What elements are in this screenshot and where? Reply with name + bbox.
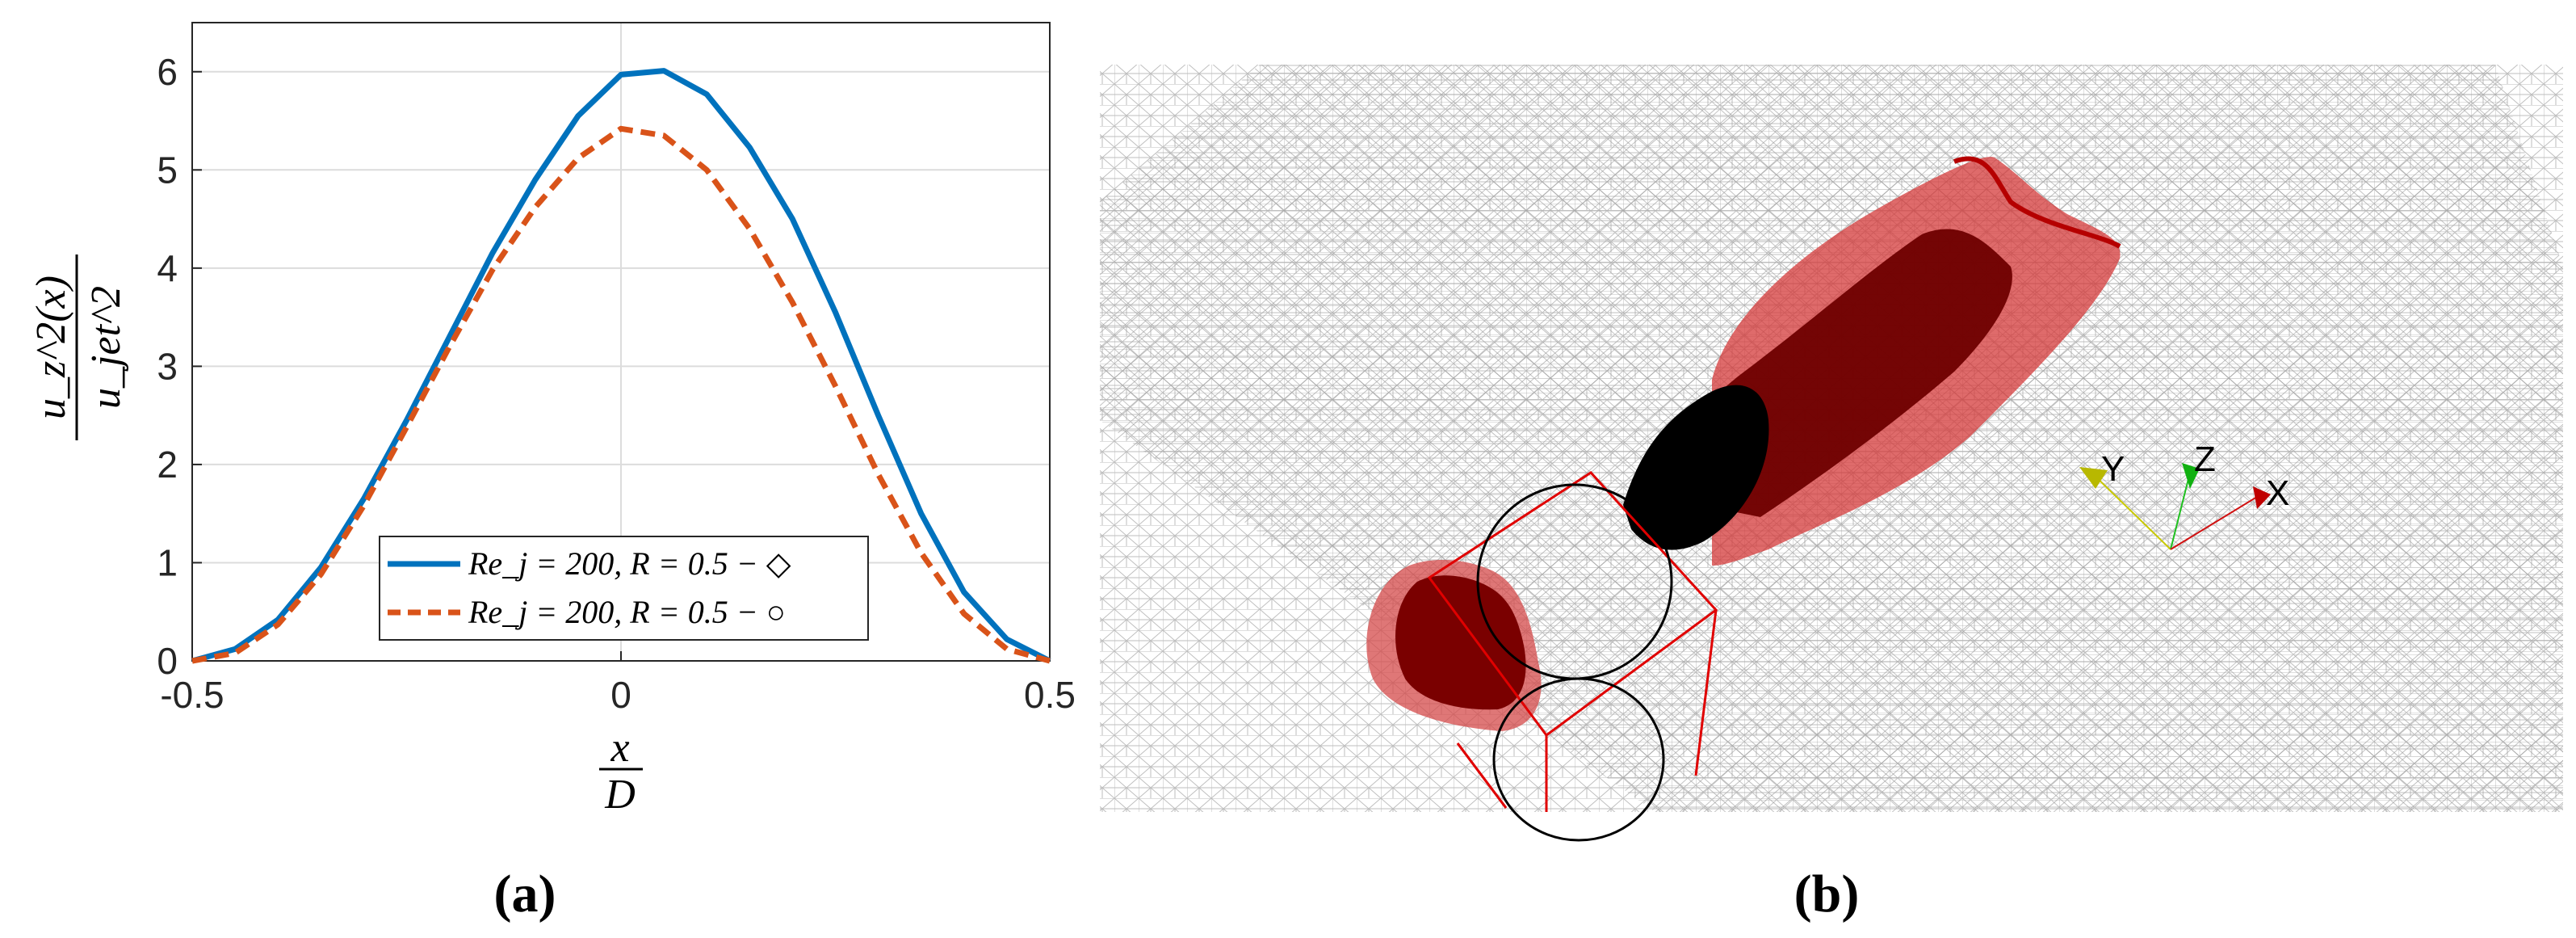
x-tick-label: 0.5 — [1024, 674, 1076, 716]
panel-b-label: (b) — [1794, 864, 1860, 923]
axis-y-label: Y — [2101, 449, 2125, 489]
x-label-numerator: x — [610, 725, 629, 771]
y-tick-labels: 0 1 2 3 4 5 6 — [157, 51, 178, 682]
x-axis-label: x D — [599, 725, 643, 818]
jet-rim — [1953, 156, 2121, 249]
series-group — [191, 68, 1051, 664]
x-tick-label: 0 — [610, 674, 631, 716]
box-edge-c — [1694, 609, 1718, 776]
axis-z-line — [2170, 472, 2191, 550]
y-tick-label: 5 — [157, 149, 178, 191]
y-tick-label: 0 — [157, 640, 178, 682]
legend: Re_j = 200, R = 0.5 − ◇ Re_j = 200, R = … — [379, 536, 869, 641]
y-tick-label: 4 — [157, 247, 178, 289]
x-tick-labels: -0.5 0 0.5 — [160, 674, 1076, 716]
legend-box — [379, 536, 869, 641]
orientation-axes: Y Z X — [2079, 440, 2289, 550]
axis-y-line — [2091, 472, 2171, 550]
y-label-denominator: u_jet^2 — [83, 286, 129, 409]
axis-y-cone — [2079, 467, 2108, 489]
axis-x-line — [2170, 496, 2258, 550]
y-label-numerator: u_z^2(x) — [28, 276, 74, 419]
x-label-denominator: D — [604, 772, 636, 818]
panel-a-label: (a) — [494, 864, 556, 923]
y-tick-label: 2 — [157, 444, 178, 486]
y-tick-label: 1 — [157, 541, 178, 583]
left-blob-inner — [1395, 575, 1526, 710]
legend-label-2: Re_j = 200, R = 0.5 − ○ — [468, 594, 786, 630]
legend-label-1: Re_j = 200, R = 0.5 − ◇ — [468, 545, 791, 582]
y-tick-label: 3 — [157, 345, 178, 387]
left-blob — [1366, 560, 1542, 731]
lower-circle — [1492, 677, 1665, 842]
jet-isosurface — [1623, 156, 2121, 566]
wireframe-box — [1427, 471, 1718, 842]
y-tick-label: 6 — [157, 51, 178, 93]
jet-core — [1623, 385, 1769, 550]
series-line-2 — [191, 125, 1051, 664]
axis-z-label: Z — [2194, 440, 2216, 479]
axis-z-cone — [2182, 463, 2200, 489]
x-tick-label: -0.5 — [160, 674, 224, 716]
axis-x-label: X — [2266, 473, 2289, 513]
y-axis-label: u_z^2(x) u_jet^2 — [28, 254, 129, 440]
axis-x-cone — [2253, 486, 2271, 509]
series-line-1 — [191, 68, 1051, 664]
box-edge-a — [1456, 742, 1508, 809]
panel-b: Y Z X (b) — [1100, 65, 2563, 923]
